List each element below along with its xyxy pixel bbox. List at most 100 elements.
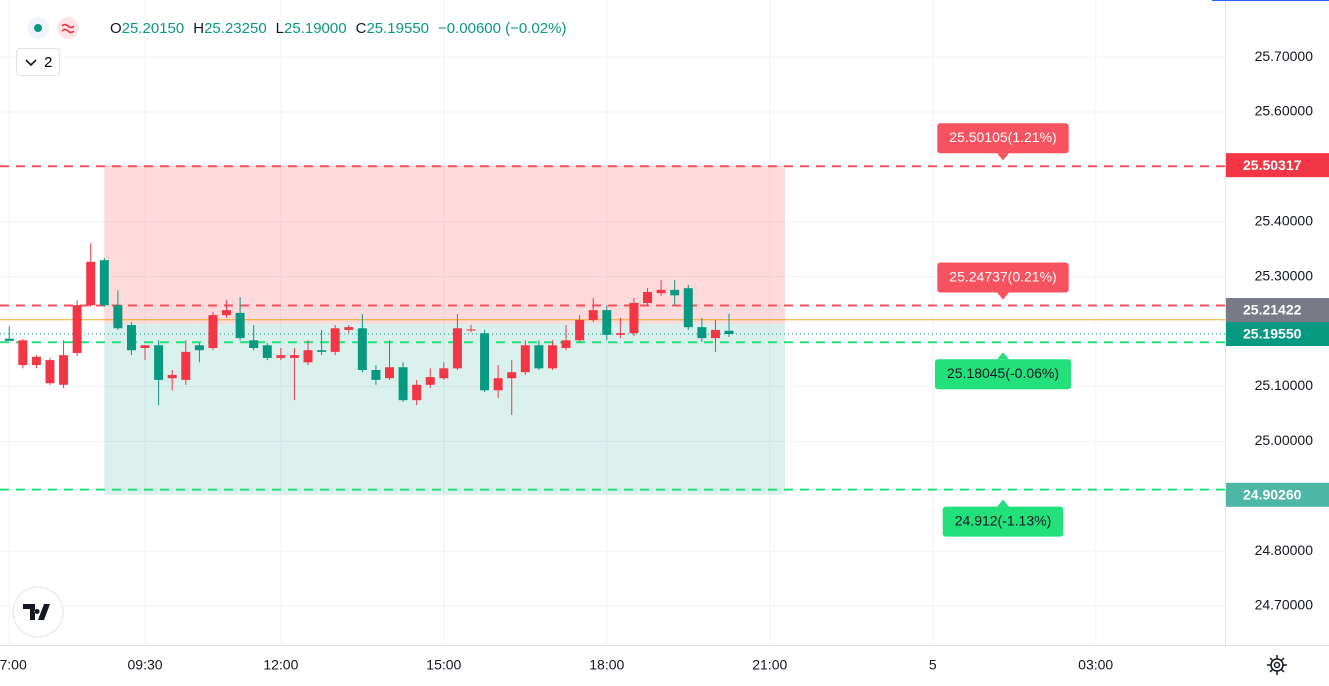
candle-body	[317, 350, 327, 352]
logo-glyph	[23, 604, 50, 620]
legend-value: 25.19550	[366, 20, 430, 37]
level-label-box	[937, 262, 1069, 293]
x-tick-label: 15:00	[426, 657, 461, 673]
x-tick-label: 03:00	[1078, 657, 1113, 673]
candle-body	[385, 367, 395, 379]
legend-value: 25.20150	[121, 20, 185, 37]
stop-price-tag-box	[1226, 153, 1329, 178]
candle-body	[561, 340, 571, 349]
legend-value: 25.23250	[204, 20, 267, 37]
current-price-tag-box	[1226, 322, 1329, 347]
candle-body	[425, 377, 435, 385]
candle-body	[249, 340, 259, 349]
level-label: 25.50105(1.21%)	[949, 129, 1056, 145]
candle-body	[276, 355, 286, 358]
candle-body	[452, 328, 462, 369]
candle-body	[575, 320, 585, 341]
candle-body	[140, 345, 150, 349]
candle-body	[208, 315, 218, 349]
data-icon[interactable]	[57, 17, 79, 39]
data-glyph	[61, 23, 75, 34]
target-price-tag-box	[1226, 482, 1329, 507]
level-label: 24.912(-1.13%)	[955, 512, 1052, 528]
candle-body	[493, 378, 503, 391]
y-tick-label: 25.70000	[1255, 48, 1314, 64]
x-tick-label: 18:00	[589, 657, 624, 673]
candle-body	[480, 333, 490, 391]
candle-body	[126, 324, 136, 351]
candle-body	[330, 328, 340, 352]
candle-body	[31, 356, 41, 366]
candle-body	[371, 369, 381, 380]
candle-body	[534, 345, 544, 369]
y-tick-label: 25.10000	[1255, 377, 1314, 393]
legend-key: H	[193, 20, 205, 37]
candle-body	[289, 355, 299, 358]
legend-key: C	[355, 20, 367, 37]
legend-change: −0.00600 (−0.02%)	[438, 20, 567, 37]
candle-body	[303, 350, 313, 363]
x-tick-label: 09:30	[128, 657, 163, 673]
y-tick-label: 25.40000	[1255, 212, 1314, 228]
y-tick-label: 25.60000	[1255, 103, 1314, 119]
candle-body	[670, 289, 680, 296]
candle-body	[86, 261, 96, 306]
y-tick-label: 24.80000	[1255, 542, 1314, 558]
legend-key: O	[110, 20, 122, 37]
candle-body	[412, 384, 422, 401]
candle-body	[4, 338, 14, 341]
candle-body	[357, 328, 367, 370]
candle-body	[181, 351, 191, 380]
candle-body	[697, 327, 707, 339]
x-tick-label: 12:00	[263, 657, 298, 673]
y-tick-label: 24.70000	[1255, 597, 1314, 613]
candle-body	[710, 329, 720, 339]
candle-body	[72, 305, 82, 353]
level-label-pointer	[997, 499, 1009, 507]
ohlc-legend: O25.20150 H25.23250 L25.19000 C25.19550 −0.0…	[110, 20, 575, 37]
candle-body	[59, 355, 69, 385]
gear-hub	[1273, 661, 1281, 669]
candle-body	[615, 333, 625, 335]
candle-body	[547, 345, 557, 369]
level-label-box	[934, 359, 1072, 390]
candle-body	[235, 312, 245, 339]
candle-body	[194, 345, 204, 351]
target-price-tag: 24.90260	[1243, 487, 1302, 503]
candle-body	[398, 367, 408, 401]
candle-body	[18, 340, 28, 366]
candle-body	[222, 310, 232, 316]
candle-body	[45, 360, 55, 384]
candle-body	[588, 310, 598, 321]
status-dot	[34, 24, 42, 32]
y-tick-label: 25.00000	[1255, 432, 1314, 448]
level-label-pointer	[997, 153, 1009, 161]
entry-price-tag: 25.21422	[1243, 302, 1302, 318]
candle-body	[466, 329, 476, 331]
gear-teeth	[1267, 655, 1287, 675]
level-label: 25.18045(-0.06%)	[947, 365, 1059, 381]
level-label-box	[937, 123, 1069, 154]
candle-body	[439, 368, 449, 379]
collapse-button[interactable]: 2	[16, 48, 60, 76]
settings-icon[interactable]	[1267, 655, 1287, 675]
candle-body	[113, 305, 123, 329]
candle-body	[629, 303, 639, 334]
candle-body	[262, 345, 272, 358]
x-tick-label: 21:00	[752, 657, 787, 673]
candle-body	[724, 330, 734, 335]
chevron	[25, 59, 37, 67]
y-tick-label: 25.30000	[1255, 267, 1314, 283]
candle-body	[683, 288, 693, 328]
entry-price-tag-box	[1226, 298, 1329, 323]
legend-value: 25.19000	[284, 20, 347, 37]
target-zone	[104, 323, 785, 495]
stop-zone	[104, 165, 785, 324]
level-label-box	[942, 506, 1064, 537]
candle-body	[656, 289, 666, 294]
x-tick-label: 5	[929, 657, 937, 673]
legend-key: L	[275, 20, 285, 37]
collapsed-count: 2	[44, 54, 53, 71]
